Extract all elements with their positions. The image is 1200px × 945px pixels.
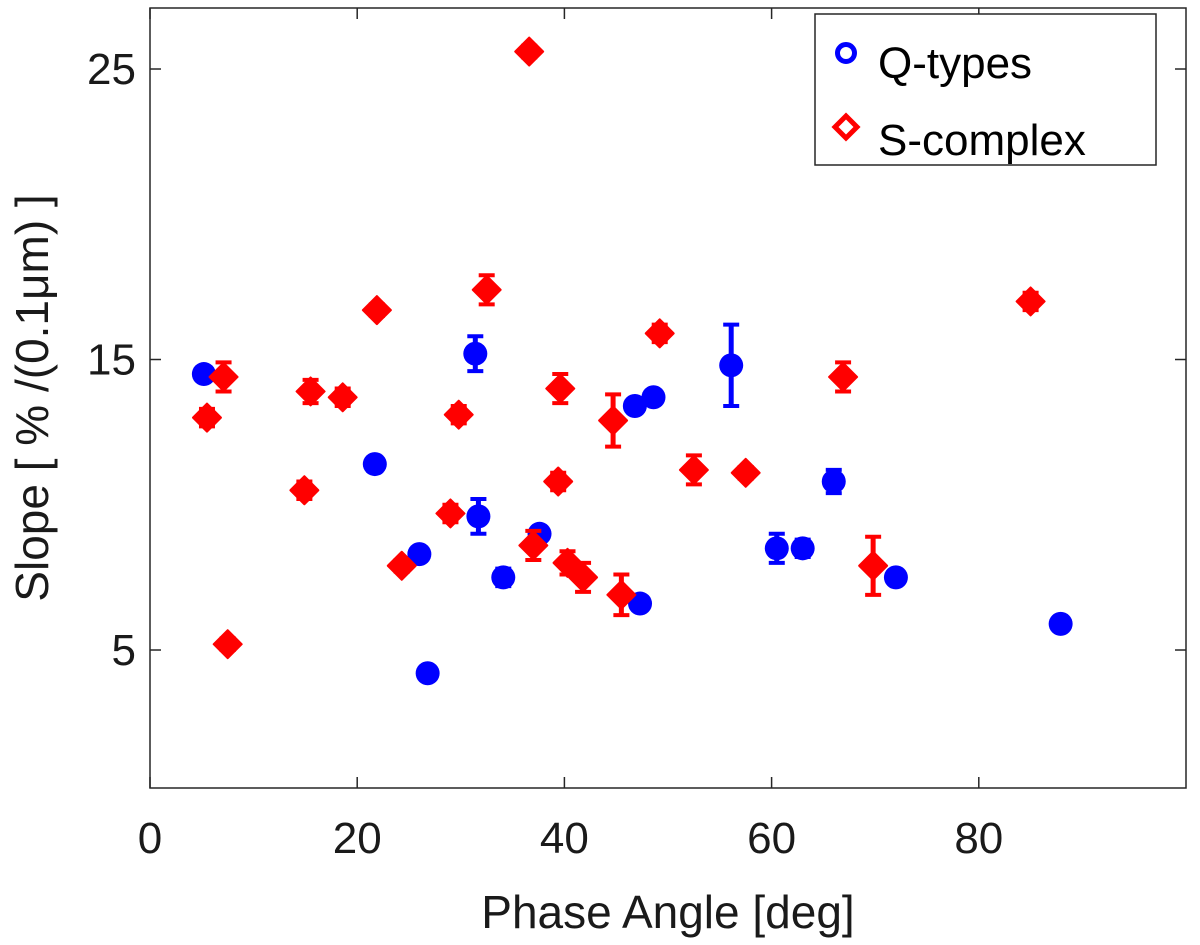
q-types-point xyxy=(463,341,488,366)
q-types-point xyxy=(362,452,387,477)
x-tick-label: 60 xyxy=(747,814,796,863)
legend-q-types-marker xyxy=(835,42,857,64)
y-tick-label: 5 xyxy=(112,626,136,675)
q-types-point xyxy=(466,504,491,529)
s-complex-point xyxy=(644,318,675,349)
s-complex-point xyxy=(443,399,474,430)
s-complex-point xyxy=(191,402,222,433)
s-complex-point xyxy=(730,457,761,488)
s-complex-point xyxy=(858,550,889,581)
s-complex-point xyxy=(361,295,392,326)
legend-s-complex-label: S-complex xyxy=(878,116,1086,165)
s-complex-point xyxy=(435,498,466,529)
s-complex-point xyxy=(1015,286,1046,317)
series-q-types xyxy=(191,322,1073,686)
s-complex-point xyxy=(545,373,576,404)
s-complex-point xyxy=(543,466,574,497)
x-tick-label: 40 xyxy=(540,814,589,863)
x-axis-label: Phase Angle [deg] xyxy=(481,886,854,938)
s-complex-point xyxy=(289,475,320,506)
y-axis-label: Slope [ % /(0.1μm) ] xyxy=(6,194,58,601)
s-complex-point xyxy=(295,376,326,407)
s-complex-point xyxy=(471,274,502,305)
q-types-point xyxy=(491,565,516,590)
q-types-point xyxy=(622,393,647,418)
q-types-point xyxy=(883,565,908,590)
series-s-complex xyxy=(191,36,1046,660)
s-complex-point xyxy=(386,550,417,581)
legend-q-types-label: Q-types xyxy=(878,39,1032,88)
x-tick-label: 0 xyxy=(138,814,162,863)
s-complex-point xyxy=(327,382,358,413)
q-types-point xyxy=(1048,611,1073,636)
s-complex-point xyxy=(678,454,709,485)
q-types-point xyxy=(821,469,846,494)
q-types-point xyxy=(191,362,216,387)
s-complex-point xyxy=(514,36,545,67)
y-tick-label: 25 xyxy=(87,45,136,94)
s-complex-point xyxy=(598,405,629,436)
x-tick-label: 80 xyxy=(954,814,1003,863)
legend: Q-types S-complex xyxy=(814,13,1157,166)
s-complex-point xyxy=(552,547,583,578)
legend-s-complex-marker xyxy=(831,112,861,142)
data-points xyxy=(191,36,1073,686)
q-types-point xyxy=(407,542,432,567)
s-complex-point xyxy=(606,579,637,610)
x-axis: 0 20 40 60 80 xyxy=(138,8,1003,863)
s-complex-point xyxy=(518,530,549,561)
y-axis: 5 15 25 xyxy=(87,45,1186,675)
s-complex-point xyxy=(212,629,243,660)
q-types-point xyxy=(790,536,815,561)
x-tick-label: 20 xyxy=(333,814,382,863)
q-types-point xyxy=(764,536,789,561)
q-types-point xyxy=(415,661,440,686)
s-complex-point xyxy=(208,361,239,392)
q-types-point xyxy=(719,353,744,378)
y-tick-label: 15 xyxy=(87,336,136,385)
legend-box xyxy=(814,13,1157,166)
s-complex-point xyxy=(568,562,599,593)
q-types-point xyxy=(641,385,666,410)
s-complex-point xyxy=(828,361,859,392)
